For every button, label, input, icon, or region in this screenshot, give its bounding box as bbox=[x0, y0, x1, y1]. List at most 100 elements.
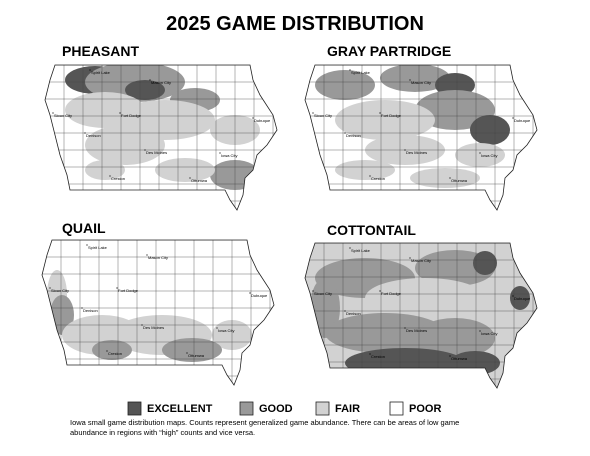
abundance-area bbox=[125, 80, 165, 100]
city-label: Sioux City bbox=[314, 113, 332, 118]
abundance-area bbox=[92, 340, 132, 360]
city-dot bbox=[349, 247, 351, 249]
abundance-area bbox=[315, 70, 375, 100]
map-fill bbox=[45, 65, 277, 210]
city-dot bbox=[144, 149, 146, 151]
city-dot bbox=[512, 295, 514, 297]
city-label: Mason City bbox=[411, 258, 431, 263]
city-dot bbox=[449, 355, 451, 357]
title: 2025 GAME DISTRIBUTION bbox=[166, 13, 424, 35]
city-label: Fort Dodge bbox=[118, 288, 139, 293]
city-dot bbox=[449, 177, 451, 179]
abundance-area bbox=[470, 115, 510, 145]
city-label: Creston bbox=[111, 176, 125, 181]
city-dot bbox=[404, 327, 406, 329]
map-fill bbox=[305, 243, 537, 388]
abundance-area bbox=[85, 125, 165, 165]
map-label: PHEASANT bbox=[62, 43, 139, 59]
city-dot bbox=[84, 132, 86, 134]
city-label: Mason City bbox=[151, 80, 171, 85]
city-label: Iowa City bbox=[221, 153, 237, 158]
city-label: Mason City bbox=[411, 80, 431, 85]
city-dot bbox=[189, 177, 191, 179]
city-dot bbox=[249, 292, 251, 294]
city-dot bbox=[86, 244, 88, 246]
city-dot bbox=[106, 350, 108, 352]
city-dot bbox=[349, 69, 351, 71]
city-label: Sioux City bbox=[314, 291, 332, 296]
city-dot bbox=[344, 132, 346, 134]
city-label: Des Moines bbox=[406, 150, 427, 155]
city-label: Des Moines bbox=[146, 150, 167, 155]
city-dot bbox=[379, 290, 381, 292]
city-dot bbox=[109, 175, 111, 177]
city-label: Creston bbox=[371, 176, 385, 181]
abundance-area bbox=[335, 100, 435, 140]
city-dot bbox=[116, 287, 118, 289]
abundance-area bbox=[450, 351, 500, 375]
abundance-area bbox=[85, 160, 125, 180]
city-dot bbox=[141, 324, 143, 326]
city-label: Dubuque bbox=[251, 293, 268, 298]
city-label: Denison bbox=[86, 133, 101, 138]
city-label: Creston bbox=[108, 351, 122, 356]
city-label: Dubuque bbox=[254, 118, 271, 123]
abundance-area bbox=[455, 143, 505, 167]
city-label: Fort Dodge bbox=[381, 113, 402, 118]
city-label: Des Moines bbox=[143, 325, 164, 330]
abundance-area bbox=[335, 160, 395, 180]
city-dot bbox=[186, 352, 188, 354]
city-label: Fort Dodge bbox=[121, 113, 142, 118]
city-label: Fort Dodge bbox=[381, 291, 402, 296]
legend-label: GOOD bbox=[259, 403, 293, 415]
city-dot bbox=[219, 152, 221, 154]
city-label: Ottumwa bbox=[451, 178, 468, 183]
city-label: Spirit Lake bbox=[88, 245, 108, 250]
city-label: Ottumwa bbox=[188, 353, 205, 358]
legend-label: FAIR bbox=[335, 403, 360, 415]
city-label: Dubuque bbox=[514, 118, 531, 123]
city-label: Ottumwa bbox=[451, 356, 468, 361]
city-dot bbox=[312, 112, 314, 114]
state-outline bbox=[44, 64, 278, 211]
city-dot bbox=[369, 175, 371, 177]
abundance-area bbox=[473, 251, 497, 275]
city-label: Sioux City bbox=[51, 288, 69, 293]
city-dot bbox=[409, 79, 411, 81]
city-label: Spirit Lake bbox=[91, 70, 111, 75]
city-dot bbox=[312, 290, 314, 292]
iowa-map: Spirit Lake Mason City Sioux City Fort Dodg… bbox=[304, 242, 538, 389]
legend-swatch bbox=[239, 401, 254, 416]
iowa-map: Spirit Lake Mason City Sioux City Fort Dodg… bbox=[304, 64, 538, 211]
abundance-area bbox=[510, 286, 530, 310]
city-label: Iowa City bbox=[481, 153, 497, 158]
city-dot bbox=[49, 287, 51, 289]
caption: abundance in regions with “high” counts … bbox=[70, 428, 255, 437]
map-label: QUAIL bbox=[62, 220, 106, 236]
city-label: Mason City bbox=[148, 255, 168, 260]
city-label: Iowa City bbox=[218, 328, 234, 333]
abundance-area bbox=[325, 313, 445, 353]
city-dot bbox=[409, 257, 411, 259]
city-dot bbox=[379, 112, 381, 114]
city-label: Creston bbox=[371, 354, 385, 359]
city-label: Des Moines bbox=[406, 328, 427, 333]
caption: Iowa small game distribution maps. Count… bbox=[70, 418, 459, 427]
city-dot bbox=[81, 307, 83, 309]
city-label: Iowa City bbox=[481, 331, 497, 336]
city-label: Sioux City bbox=[54, 113, 72, 118]
abundance-area bbox=[380, 65, 450, 92]
state-outline bbox=[41, 239, 275, 386]
abundance-area bbox=[155, 158, 215, 182]
abundance-area bbox=[365, 278, 485, 318]
abundance-area bbox=[410, 168, 480, 188]
map-fill bbox=[42, 240, 274, 385]
city-dot bbox=[252, 117, 254, 119]
abundance-area bbox=[345, 348, 465, 378]
map-label: GRAY PARTRIDGE bbox=[327, 43, 451, 59]
map-background bbox=[42, 240, 274, 385]
city-dot bbox=[479, 152, 481, 154]
city-dot bbox=[344, 310, 346, 312]
city-dot bbox=[52, 112, 54, 114]
